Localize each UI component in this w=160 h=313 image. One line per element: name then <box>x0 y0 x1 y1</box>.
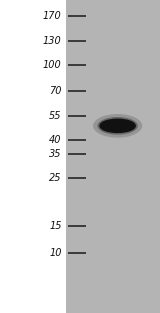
Text: 55: 55 <box>49 111 62 121</box>
Text: 100: 100 <box>43 60 62 70</box>
Text: 130: 130 <box>43 36 62 46</box>
Text: 40: 40 <box>49 135 62 145</box>
Ellipse shape <box>100 119 135 132</box>
FancyBboxPatch shape <box>66 0 160 313</box>
Ellipse shape <box>97 117 138 135</box>
Text: 25: 25 <box>49 173 62 183</box>
Ellipse shape <box>93 114 142 138</box>
Text: 10: 10 <box>49 248 62 258</box>
Text: 15: 15 <box>49 221 62 231</box>
Text: 70: 70 <box>49 86 62 96</box>
Text: 170: 170 <box>43 11 62 21</box>
FancyBboxPatch shape <box>0 0 66 313</box>
Text: 35: 35 <box>49 149 62 159</box>
